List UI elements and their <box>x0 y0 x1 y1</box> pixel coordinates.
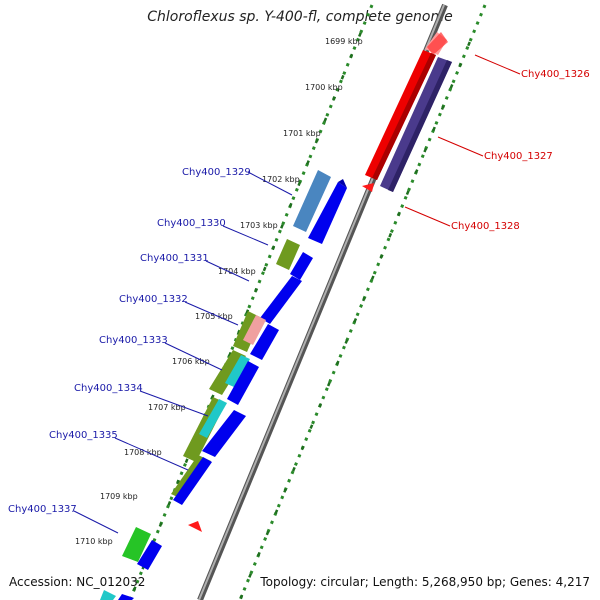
kbp-label: 1699 kbp <box>325 37 363 46</box>
tick-dash <box>323 117 328 123</box>
tick-dash <box>344 339 349 344</box>
tick-dash <box>248 573 252 578</box>
tick-dash <box>458 62 463 68</box>
gene-label-chy400-1330[interactable]: Chy400_1330 <box>157 218 226 229</box>
gene-label-chy400-1329[interactable]: Chy400_1329 <box>182 167 251 178</box>
tick-dash <box>283 488 288 493</box>
tick-dash <box>414 169 419 174</box>
tick-dash <box>297 181 302 187</box>
gene-label-chy400-1328[interactable]: Chy400_1328 <box>451 221 520 232</box>
tick-dash <box>335 360 340 366</box>
tick-dash <box>274 509 279 515</box>
tick-dash <box>379 254 384 259</box>
kbp-label: 1705 kbp <box>195 312 233 321</box>
tick-dash <box>326 381 331 387</box>
kbp-label: 1701 kbp <box>283 129 321 138</box>
tick-dash <box>332 96 336 101</box>
tick-dash <box>280 224 284 229</box>
tick-dash <box>184 458 189 464</box>
tick-dash <box>353 317 358 323</box>
gene-label-chy400-1331[interactable]: Chy400_1331 <box>140 253 209 264</box>
tick-dash <box>254 287 258 293</box>
gene-label-chy400-1326[interactable]: Chy400_1326 <box>521 69 590 80</box>
tick-dash <box>271 245 276 251</box>
tick-dash <box>239 594 244 600</box>
gene-label-chy400-1332[interactable]: Chy400_1332 <box>119 294 188 305</box>
tick-dash <box>176 479 180 485</box>
gene-label-chy400-1327[interactable]: Chy400_1327 <box>484 151 553 162</box>
tick-dash <box>291 466 296 472</box>
tick-dash <box>288 202 293 208</box>
kbp-label: 1706 kbp <box>172 357 210 366</box>
tick-dash <box>432 126 436 132</box>
kbp-label: 1702 kbp <box>262 175 300 184</box>
reverse-feature-1326[interactable] <box>425 32 448 55</box>
gene-label-chy400-1337[interactable]: Chy400_1337 <box>8 504 77 515</box>
tick-dash <box>256 551 261 557</box>
tick-dash <box>265 530 270 536</box>
tick-dash <box>440 105 445 110</box>
kbp-label: 1708 kbp <box>124 448 162 457</box>
tick-dash <box>167 501 172 506</box>
kbp-labels: 1699 kbp 1700 kbp 1701 kbp 1702 kbp 1703… <box>75 37 363 546</box>
tick-dash <box>309 424 314 429</box>
tick-dash <box>349 53 354 59</box>
tick-dash <box>358 32 362 37</box>
tick-dash <box>228 351 232 357</box>
gene-label-chy400-1335[interactable]: Chy400_1335 <box>49 430 118 441</box>
tick-dash <box>467 41 471 47</box>
kbp-label: 1710 kbp <box>75 537 113 546</box>
forward-gene-labels: Chy400_1329 Chy400_1330 Chy400_1331 Chy4… <box>8 167 293 534</box>
tick-dash <box>314 138 319 144</box>
tick-dash <box>210 394 215 400</box>
tick-dash <box>340 74 345 80</box>
tick-dash <box>132 586 137 591</box>
gene-label-chy400-1334[interactable]: Chy400_1334 <box>74 383 143 394</box>
tick-dash <box>306 160 310 165</box>
reverse-gene-labels: Chy400_1326 Chy400_1327 Chy400_1328 <box>404 54 590 232</box>
accession-label: Accession: NC_012032 <box>9 575 146 589</box>
reverse-arrowhead-b <box>188 521 202 532</box>
kbp-label: 1709 kbp <box>100 492 138 501</box>
kbp-label: 1703 kbp <box>240 221 278 230</box>
tick-dash <box>370 275 375 281</box>
reverse-feature-1327[interactable] <box>365 50 436 180</box>
tick-dash <box>262 266 267 272</box>
tick-dash <box>245 309 250 314</box>
gene-label-chy400-1333[interactable]: Chy400_1333 <box>99 335 168 346</box>
kbp-label: 1707 kbp <box>148 403 186 412</box>
forward-features <box>100 170 347 600</box>
tick-dash <box>362 296 366 302</box>
tick-dash <box>449 84 454 89</box>
reverse-feature-1328[interactable] <box>380 57 452 192</box>
tick-dash <box>397 211 401 217</box>
map-title: Chloroflexus sp. Y-400-fl, complete geno… <box>147 9 453 25</box>
topology-summary: Topology: circular; Length: 5,268,950 bp… <box>260 575 590 589</box>
reverse-arrowhead-a <box>362 183 374 192</box>
tick-dash <box>423 147 428 153</box>
tick-dash <box>158 522 163 527</box>
tick-dash <box>300 445 305 451</box>
kbp-label: 1704 kbp <box>218 267 256 276</box>
tick-dash <box>318 403 323 408</box>
tick-dash <box>405 190 410 196</box>
tick-dash <box>388 232 393 238</box>
kbp-label: 1700 kbp <box>305 83 343 92</box>
